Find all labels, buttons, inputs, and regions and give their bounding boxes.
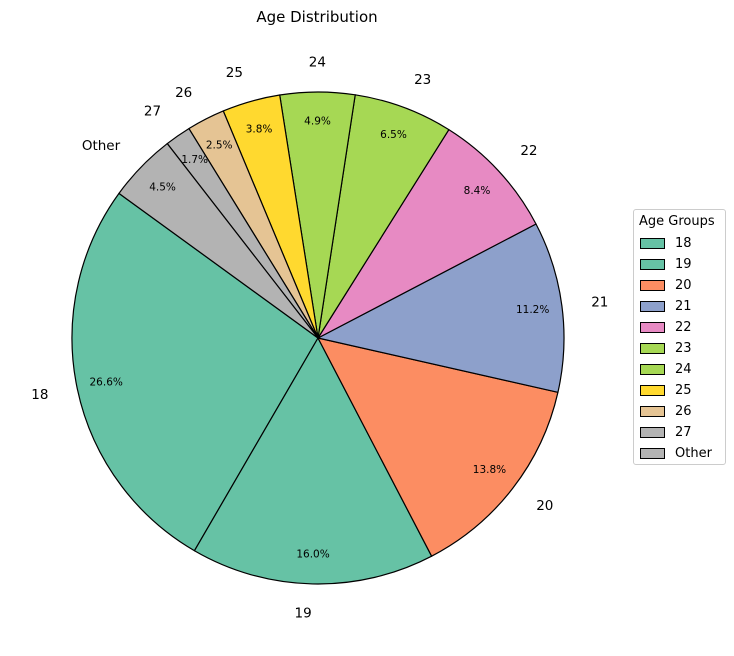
legend-entry-20: 20 <box>640 276 692 294</box>
percent-label-27: 1.7% <box>181 154 208 166</box>
percent-label-other: 4.5% <box>149 181 176 193</box>
percent-labels: 26.6% 16.0% 13.8% 11.2% 8.4% 6.5% 4.9% 3.8% 2.5%… <box>90 116 550 561</box>
category-label-19: 19 <box>294 605 311 621</box>
legend-swatch <box>640 300 665 312</box>
pie-slice-21 <box>317 223 565 393</box>
legend-swatch <box>640 405 665 417</box>
pie-slice-18 <box>71 192 319 552</box>
legend-title: Age Groups <box>639 214 715 229</box>
percent-label-24: 4.9% <box>304 116 331 128</box>
percent-label-21: 11.2% <box>516 304 549 316</box>
category-labels: 18 19 20 21 22 23 24 25 26 27 Other <box>31 54 608 621</box>
legend-label: 19 <box>675 256 692 272</box>
category-label-other: Other <box>82 138 121 154</box>
legend-swatch <box>640 363 665 375</box>
pie-slices <box>71 91 565 585</box>
percent-label-25: 3.8% <box>246 124 273 136</box>
legend-swatch <box>640 279 665 291</box>
category-label-18: 18 <box>31 387 48 403</box>
legend-label: 26 <box>675 403 692 419</box>
legend-entry-26: 26 <box>640 402 692 420</box>
legend-label: 22 <box>675 319 692 335</box>
legend-label: Other <box>675 445 712 461</box>
legend-entry-other: Other <box>640 444 712 462</box>
legend-entry-22: 22 <box>640 318 692 336</box>
legend-entry-19: 19 <box>640 255 692 273</box>
legend: Age Groups 18 19 20 21 22 23 24 25 26 27 Other <box>633 209 726 465</box>
legend-swatch <box>640 258 665 270</box>
percent-label-26: 2.5% <box>206 139 233 151</box>
pie-slice-20 <box>317 337 559 557</box>
legend-entry-24: 24 <box>640 360 692 378</box>
legend-label: 27 <box>675 424 692 440</box>
category-label-27: 27 <box>144 104 161 120</box>
category-label-20: 20 <box>536 498 553 514</box>
percent-label-23: 6.5% <box>380 129 407 141</box>
category-label-21: 21 <box>591 294 608 310</box>
legend-entry-21: 21 <box>640 297 692 315</box>
legend-label: 21 <box>675 298 692 314</box>
legend-swatch <box>640 384 665 396</box>
legend-swatch <box>640 321 665 333</box>
chart-title: Age Distribution <box>256 8 377 26</box>
legend-entry-27: 27 <box>640 423 692 441</box>
percent-label-22: 8.4% <box>464 185 491 197</box>
legend-swatch <box>640 342 665 354</box>
legend-label: 25 <box>675 382 692 398</box>
legend-label: 24 <box>675 361 692 377</box>
category-label-22: 22 <box>520 143 537 159</box>
pie-slice-22 <box>317 129 537 339</box>
legend-swatch <box>640 426 665 438</box>
category-label-25: 25 <box>226 65 243 81</box>
category-label-23: 23 <box>414 72 431 88</box>
percent-label-20: 13.8% <box>473 464 506 476</box>
pie-slice-other <box>118 142 319 339</box>
category-label-26: 26 <box>175 85 192 101</box>
percent-label-19: 16.0% <box>296 548 329 560</box>
percent-label-18: 26.6% <box>90 377 123 389</box>
legend-swatch <box>640 237 665 249</box>
legend-label: 23 <box>675 340 692 356</box>
legend-entry-18: 18 <box>640 234 692 252</box>
legend-label: 18 <box>675 235 692 251</box>
legend-swatch <box>640 447 665 459</box>
pie-slice-19 <box>193 337 433 585</box>
category-label-24: 24 <box>309 54 326 70</box>
legend-entry-25: 25 <box>640 381 692 399</box>
legend-label: 20 <box>675 277 692 293</box>
legend-entry-23: 23 <box>640 339 692 357</box>
